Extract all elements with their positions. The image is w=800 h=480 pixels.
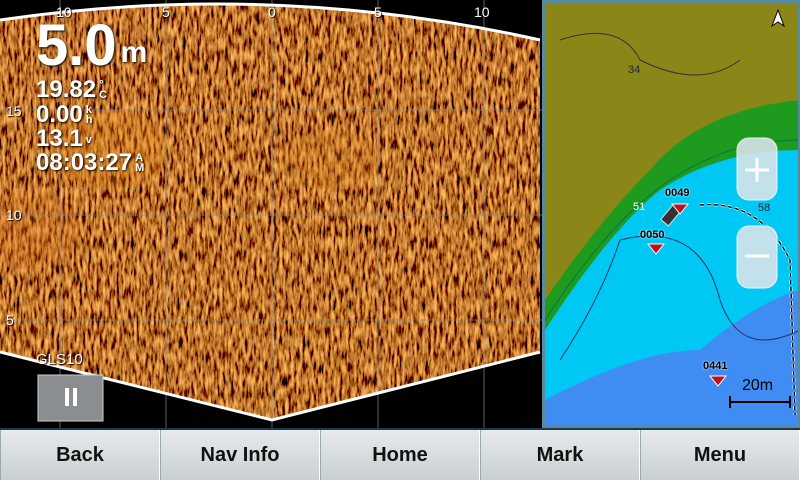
readout-value: 19.82 xyxy=(36,76,97,103)
readout-unit: °C xyxy=(99,79,108,101)
range-label: 0 xyxy=(268,4,276,20)
readout-value: 13.1 xyxy=(36,125,83,152)
range-label: 10 xyxy=(56,4,72,20)
waypoint-label[interactable]: 0441 xyxy=(703,360,728,372)
readout: 19.82 °C xyxy=(36,76,108,103)
map-scale: 20m xyxy=(742,377,774,394)
menu-button[interactable]: Back xyxy=(0,430,160,480)
readout-value: 0.00 xyxy=(36,101,83,128)
readout-unit: v xyxy=(85,134,92,146)
range-label: 10 xyxy=(474,4,490,20)
depth-label: 5 xyxy=(6,312,14,328)
depth-readout: 5.0 m xyxy=(36,16,147,76)
depth-value: 5.0 xyxy=(36,13,117,78)
readout-value: 08:03:27 xyxy=(36,149,133,176)
pause-icon xyxy=(73,388,77,406)
sonar-image xyxy=(0,4,540,420)
readout: 0.00 kh xyxy=(36,103,92,127)
menu-button[interactable]: Menu xyxy=(640,430,800,480)
source-label: GLS10 xyxy=(36,351,83,368)
contour-label: 58 xyxy=(758,202,771,214)
contour-label: 34 xyxy=(628,64,641,76)
contour-label: 51 xyxy=(633,201,646,213)
panels xyxy=(0,0,800,428)
range-arc xyxy=(0,2,541,42)
depth-unit: m xyxy=(120,36,148,69)
menu-button[interactable]: Home xyxy=(320,430,480,480)
range-label: 5 xyxy=(374,4,382,20)
pause-button[interactable] xyxy=(37,374,104,422)
readout-unit: kh xyxy=(85,104,93,126)
depth-label: 15 xyxy=(6,103,22,119)
map xyxy=(545,4,798,425)
pause-icon xyxy=(65,388,69,406)
depth-label: 10 xyxy=(6,207,22,223)
readout-unit: AM xyxy=(135,152,145,174)
readout: 13.1 v xyxy=(36,127,92,151)
sonar-grid xyxy=(0,0,542,428)
range-label: 5 xyxy=(162,4,170,20)
readout: 08:03:27 AM xyxy=(36,149,145,176)
menu-button[interactable]: Mark xyxy=(480,430,640,480)
waypoint-label[interactable]: 0050 xyxy=(640,229,665,241)
menu-button[interactable]: Nav Info xyxy=(160,430,320,480)
waypoint-label[interactable]: 0049 xyxy=(665,187,690,199)
